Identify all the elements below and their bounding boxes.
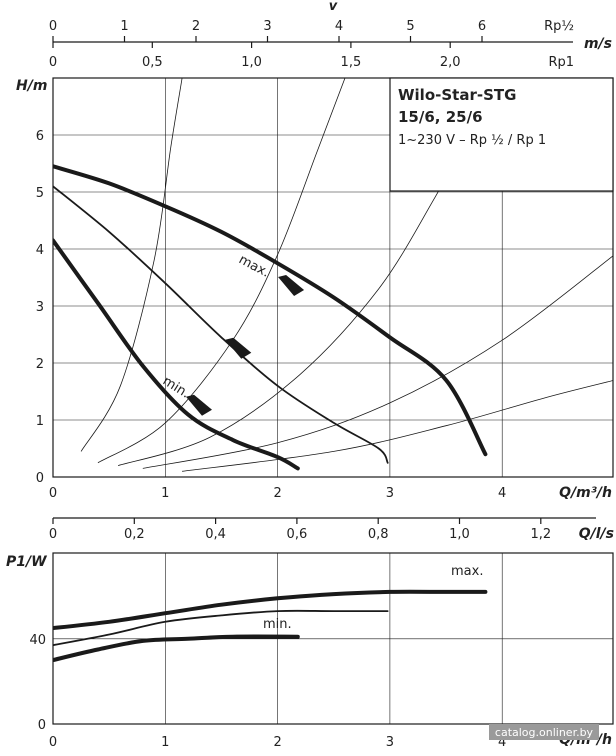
ms-unit: m/s (584, 36, 612, 52)
power-series-line (53, 634, 300, 663)
power-y-tick-label: 40 (29, 633, 46, 648)
ls-unit: Q/l/s (579, 526, 614, 542)
power-x-tick-label: 0 (49, 735, 57, 750)
operating-markers (185, 275, 305, 416)
head-y-tick-label: 1 (36, 414, 44, 429)
head-y-ticks: 0 1 2 3 4 5 6 (36, 129, 44, 486)
head-frame (52, 77, 614, 478)
system-curve (97, 78, 346, 464)
power-grid (53, 553, 613, 724)
head-x-ticks: 0 1 2 3 4 (49, 486, 506, 501)
head-y-tick-label: 4 (36, 243, 44, 258)
rp-half-tick-label: 2 (192, 19, 200, 34)
rp-half-tick-label: 3 (263, 19, 271, 34)
operating-range-marker (278, 275, 305, 297)
head-x-tick-label: 4 (498, 486, 506, 501)
system-curves (80, 78, 613, 472)
power-y-tick-label: 0 (38, 718, 46, 733)
watermark-text: catalog.onliner.by (495, 726, 594, 739)
system-curve (117, 134, 469, 466)
product-title: Wilo-Star-STG (398, 86, 516, 104)
flow-ls-scale: 0 0,2 0,4 0,6 0,8 1,0 1,2 Q/l/s (49, 517, 614, 542)
velocity-scales: v 0 1 2 3 4 5 6 Rp½ 0 0,5 1,0 1,5 2,0 m/s Rp1 (49, 0, 612, 70)
product-models: 15/6, 25/6 (398, 108, 483, 126)
operating-range-marker (225, 337, 252, 359)
max-power-label: max. (451, 564, 483, 579)
ls-tick-label: 0,4 (205, 527, 226, 542)
power-frame (52, 552, 614, 725)
rp-half-tick-label: 5 (406, 19, 414, 34)
system-curve (182, 380, 613, 472)
ms-tick-label: 1,0 (241, 55, 262, 70)
power-y-ticks: 0 40 (29, 633, 46, 733)
head-x-axis-label: Q/m³/h (559, 485, 612, 501)
power-x-ticks: 0 1 2 3 4 (49, 735, 506, 750)
rp-half-tick-label: 0 (49, 19, 57, 34)
ms-tick-label: 1,5 (341, 55, 362, 70)
ms-tick-label: 0,5 (142, 55, 163, 70)
ls-tick-label: 0 (49, 527, 57, 542)
rp-half-tick-label: 1 (120, 19, 128, 34)
rp-half-unit: Rp½ (544, 19, 574, 34)
rp-half-tick-label: 4 (335, 19, 343, 34)
product-box (389, 77, 614, 192)
power-x-tick-label: 1 (161, 735, 169, 750)
power-series-line (53, 589, 488, 631)
head-x-tick-label: 0 (49, 486, 57, 501)
rp1-unit: Rp1 (548, 55, 574, 70)
power-x-tick-label: 4 (498, 735, 506, 750)
ls-tick-label: 1,0 (449, 527, 470, 542)
power-series (53, 589, 488, 663)
head-y-tick-label: 0 (36, 471, 44, 486)
ls-tick-label: 1,2 (530, 527, 551, 542)
min-power-label: min. (263, 617, 292, 632)
ms-tick-label: 0 (49, 55, 57, 70)
head-y-tick-label: 5 (36, 186, 44, 201)
ms-scale: 0 0,5 1,0 1,5 2,0 (49, 42, 461, 70)
ls-tick-label: 0,8 (368, 527, 389, 542)
ls-ticks: 0 0,2 0,4 0,6 0,8 1,0 1,2 (49, 518, 551, 542)
head-series-line (53, 238, 300, 471)
power-x-tick-label: 2 (273, 735, 281, 750)
head-x-tick-label: 3 (386, 486, 394, 501)
system-curve (142, 255, 613, 469)
product-voltage: 1~230 V – Rp ½ / Rp 1 (398, 133, 546, 148)
power-series-line (53, 609, 389, 647)
ls-tick-label: 0,2 (124, 527, 145, 542)
head-y-tick-label: 2 (36, 357, 44, 372)
velocity-label: v (329, 0, 338, 14)
power-x-tick-label: 3 (386, 735, 394, 750)
system-curve (80, 78, 183, 452)
rp-half-scale: 0 1 2 3 4 5 6 (49, 19, 486, 42)
operating-range-marker (185, 394, 212, 416)
ms-tick-label: 2,0 (440, 55, 461, 70)
head-y-axis-label: H/m (16, 78, 47, 94)
rp-half-tick-label: 6 (478, 19, 486, 34)
ls-tick-label: 0,6 (287, 527, 308, 542)
head-series-line (53, 185, 389, 464)
head-y-tick-label: 3 (36, 300, 44, 315)
power-y-axis-label: P1/W (6, 554, 47, 570)
head-series (53, 164, 488, 471)
head-series-line (53, 164, 488, 457)
head-y-tick-label: 6 (36, 129, 44, 144)
head-x-tick-label: 1 (161, 486, 169, 501)
head-x-tick-label: 2 (273, 486, 281, 501)
watermark-badge (489, 724, 599, 740)
